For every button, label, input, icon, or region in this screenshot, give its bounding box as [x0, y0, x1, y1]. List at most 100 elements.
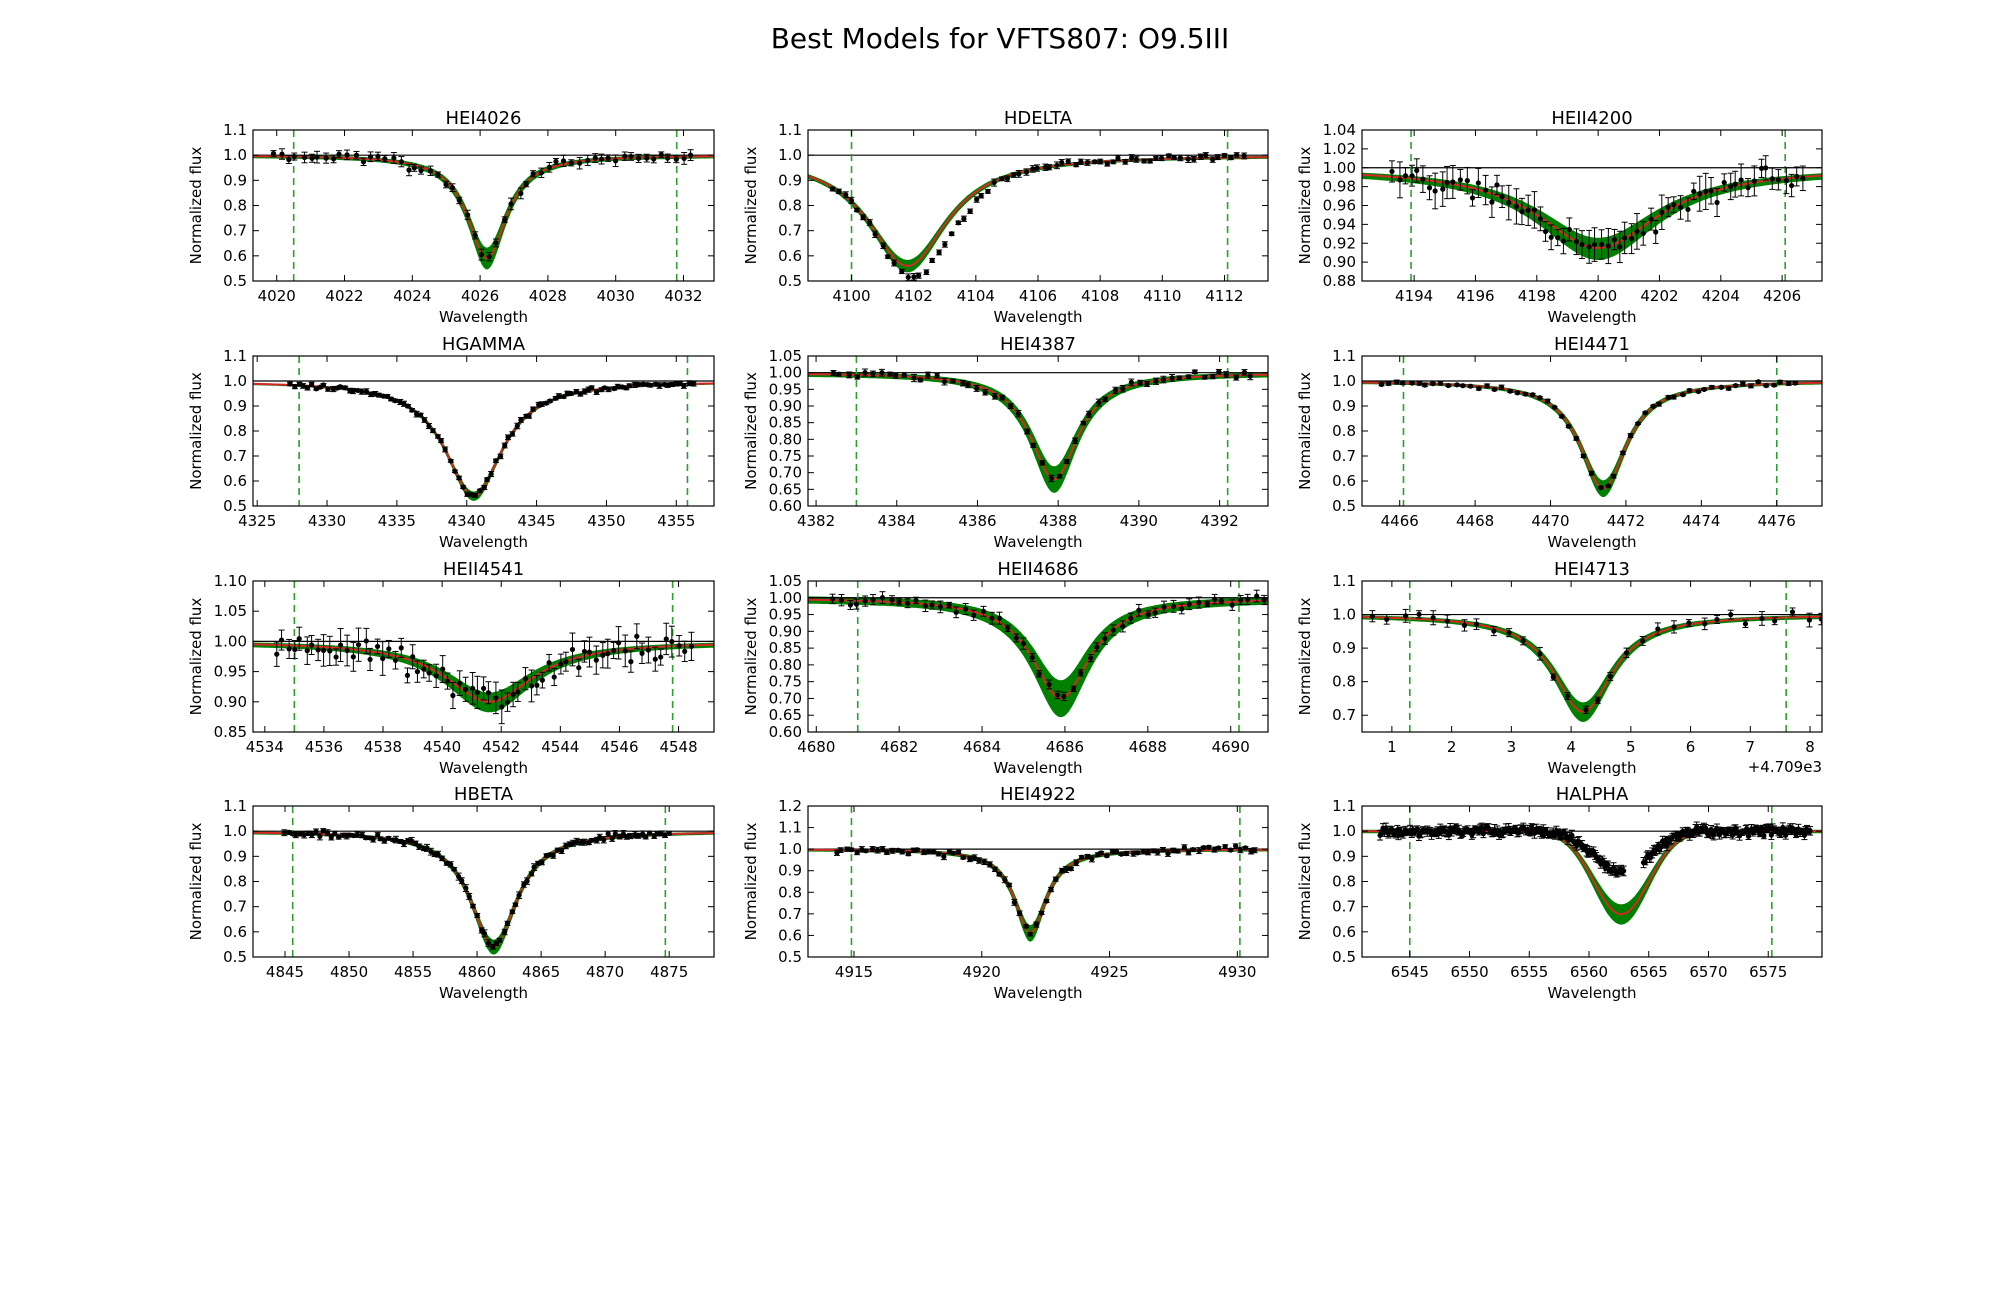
data-point	[593, 389, 600, 395]
data-point	[1598, 485, 1604, 491]
data-point	[612, 831, 618, 837]
y-tick-label: 0.9	[223, 397, 247, 415]
x-tick-label: 4544	[541, 738, 579, 756]
data-point	[363, 638, 369, 644]
x-tick-label: 4850	[330, 963, 368, 981]
y-tick-label: 0.5	[1332, 948, 1356, 966]
x-tick-label: 6550	[1450, 963, 1488, 981]
data-point	[435, 433, 441, 440]
data-point	[934, 373, 940, 379]
data-point	[1098, 850, 1104, 856]
data-point	[1185, 156, 1191, 162]
data-point	[502, 442, 508, 449]
data-point	[1176, 375, 1182, 381]
data-point	[1595, 697, 1601, 703]
data-point	[1144, 381, 1150, 387]
data-point	[448, 458, 454, 464]
data-point	[563, 843, 569, 849]
data-point	[556, 393, 562, 399]
data-point	[936, 851, 942, 857]
y-tick-label: 0.7	[223, 447, 247, 465]
data-point	[435, 171, 441, 178]
data-point	[497, 453, 504, 460]
panel-heii4200: 4194 4196 4198 4200 4202 4204 4206 0.880.900.92…	[1296, 108, 1823, 326]
data-point	[1033, 921, 1039, 928]
data-point	[1153, 155, 1159, 161]
data-point	[426, 670, 432, 676]
data-point	[493, 458, 499, 464]
data-point	[1123, 850, 1130, 857]
data-point	[1008, 403, 1014, 409]
y-tick-label: 0.95	[769, 380, 802, 398]
data-point	[502, 929, 508, 935]
data-point	[531, 864, 537, 870]
data-point	[342, 385, 348, 391]
y-tick-label: 1.00	[1323, 159, 1356, 177]
data-point	[1513, 203, 1520, 209]
data-point	[1605, 861, 1611, 867]
data-point	[1491, 628, 1497, 634]
data-point	[1102, 396, 1108, 402]
y-axis-label: Normalized flux	[742, 372, 760, 490]
data-point	[385, 835, 392, 841]
plot-area-hgamma	[253, 356, 714, 506]
data-point	[1732, 181, 1738, 187]
data-point	[1191, 156, 1197, 162]
model-line	[808, 156, 1268, 267]
data-point	[1653, 229, 1659, 235]
data-point	[512, 902, 519, 908]
data-point	[337, 384, 343, 390]
data-point	[558, 661, 564, 667]
data-point	[524, 878, 530, 884]
data-point	[528, 683, 535, 689]
data-point	[1394, 379, 1400, 385]
data-point	[1110, 159, 1116, 165]
y-tick-label: 0.85	[769, 414, 802, 432]
data-point	[1627, 433, 1634, 439]
panel-hei4026: 4020 4022 4024 4026 4028 4030 4032 0.5 0.6 0.7 0.8…	[187, 108, 715, 326]
data-point	[1617, 244, 1623, 250]
data-point	[309, 832, 315, 838]
data-point	[644, 155, 650, 161]
panel-title: HGAMMA	[442, 334, 526, 355]
data-point	[359, 389, 365, 395]
data-point	[1128, 379, 1134, 385]
data-point	[1718, 384, 1724, 390]
data-point	[1153, 378, 1159, 384]
data-point	[573, 388, 580, 395]
data-points	[1378, 379, 1799, 491]
data-point	[589, 837, 595, 843]
data-point	[1145, 849, 1151, 855]
data-point	[1763, 165, 1769, 171]
data-point	[1460, 383, 1466, 389]
data-point	[1789, 609, 1796, 615]
y-tick-label: 0.6	[223, 923, 247, 941]
data-point	[1610, 473, 1617, 479]
data-point	[664, 382, 671, 388]
data-point	[1703, 188, 1709, 195]
y-tick-label: 1.0	[223, 822, 247, 840]
y-tick-label: 1.04	[1323, 121, 1356, 139]
data-point	[673, 156, 679, 162]
data-point	[1530, 392, 1536, 398]
data-point	[1640, 230, 1646, 237]
data-point	[1520, 638, 1526, 644]
data-point	[622, 153, 628, 159]
data-point	[1112, 387, 1119, 393]
y-tick-label: 0.60	[769, 723, 802, 741]
data-point	[1605, 483, 1611, 489]
axes-frame	[807, 129, 1269, 282]
data-point	[884, 849, 890, 856]
data-points	[829, 589, 1268, 701]
plot-area-hei4471	[1362, 356, 1822, 506]
y-tick-label: 0.9	[223, 847, 247, 865]
data-point	[1229, 602, 1235, 608]
x-offset-label: +4.709e3	[1748, 758, 1822, 776]
data-point	[605, 651, 611, 657]
data-point	[1397, 177, 1403, 183]
data-point	[1122, 159, 1128, 165]
x-tick-label: 4350	[587, 512, 625, 530]
y-tick-label: 0.8	[778, 883, 802, 901]
data-point	[292, 646, 298, 653]
